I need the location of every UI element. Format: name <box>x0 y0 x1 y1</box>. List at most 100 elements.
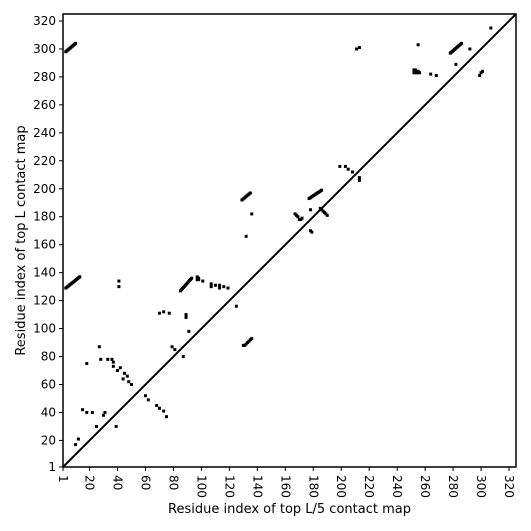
contact-point-series-0 <box>300 216 304 220</box>
y-tick-label: 40 <box>41 405 56 419</box>
contact-point-series-0 <box>184 313 188 317</box>
contact-point-series-0 <box>127 380 131 384</box>
contact-point-series-0 <box>85 410 89 414</box>
contact-point-series-0 <box>106 357 110 361</box>
contact-point-series-0 <box>209 285 213 289</box>
y-tick-label: 120 <box>33 294 56 308</box>
contact-point-series-0 <box>222 285 226 289</box>
contact-point-series-0 <box>244 234 248 238</box>
contact-point-series-0 <box>218 286 222 290</box>
contact-point-series-0 <box>480 69 484 73</box>
contact-point-series-0 <box>209 282 213 286</box>
contact-point-series-0 <box>121 377 125 381</box>
y-tick-label: 280 <box>33 70 56 84</box>
x-axis-ticks: 1 20 40 60 80 100 120 140 160 180 200 220 240 260 280 3… <box>56 467 516 498</box>
y-tick-label: 140 <box>33 266 56 280</box>
x-axis-label: Residue index of top L/5 contact map <box>168 502 411 517</box>
x-tick-label: 300 <box>474 475 488 498</box>
y-axis-ticks: 1204060801001201401601802002202402602803… <box>33 14 63 474</box>
contact-point-series-0 <box>201 279 205 283</box>
x-tick-label: 320 <box>502 475 516 498</box>
contact-point-series-0 <box>310 230 314 234</box>
contact-point-series-0 <box>197 278 201 282</box>
y-tick-label: 20 <box>41 433 56 447</box>
contact-point-series-0 <box>357 176 361 180</box>
contact-point-series-0 <box>117 285 121 289</box>
contact-point-series-0 <box>343 164 347 168</box>
contact-point-series-0 <box>213 283 217 287</box>
contact-point-series-0 <box>296 215 300 219</box>
x-tick-label: 140 <box>250 475 264 498</box>
x-tick-label: 240 <box>390 475 404 498</box>
y-tick-label: 1 <box>48 460 56 474</box>
contact-point-series-0 <box>218 283 222 287</box>
contact-point-series-0 <box>90 410 94 414</box>
contact-point-series-0 <box>416 43 420 47</box>
contact-point-series-0 <box>459 41 463 45</box>
x-tick-label: 200 <box>334 475 348 498</box>
contact-point-series-0 <box>95 424 99 428</box>
y-tick-label: 160 <box>33 238 56 252</box>
y-tick-label: 240 <box>33 126 56 140</box>
contact-point-series-0 <box>114 424 118 428</box>
y-tick-label: 80 <box>41 350 56 364</box>
contact-point-series-0 <box>434 74 438 78</box>
x-tick-label: 160 <box>278 475 292 498</box>
contact-point-series-0 <box>325 213 329 217</box>
contact-point-series-0 <box>454 62 458 66</box>
contact-point-series-0 <box>116 369 120 373</box>
contact-point-series-0 <box>489 26 493 30</box>
contact-point-series-0 <box>187 329 191 333</box>
contact-point-series-0 <box>117 279 121 283</box>
contact-point-series-0 <box>111 360 115 364</box>
plot-frame <box>62 13 517 468</box>
contact-point-series-0 <box>74 41 78 45</box>
contact-point-series-0 <box>350 170 354 174</box>
contact-point-series-0 <box>248 191 252 195</box>
contact-point-series-0 <box>308 208 312 212</box>
x-tick-label: 1 <box>56 475 70 483</box>
contact-point-series-0 <box>123 371 127 375</box>
contact-point-series-0 <box>357 178 361 182</box>
y-tick-label: 220 <box>33 154 56 168</box>
contact-point-series-0 <box>97 345 101 349</box>
contact-point-series-0 <box>78 275 82 279</box>
y-tick-label: 60 <box>41 378 56 392</box>
y-tick-label: 100 <box>33 322 56 336</box>
contact-point-series-1 <box>250 336 254 340</box>
diagonal-line <box>62 13 517 468</box>
x-tick-label: 80 <box>166 475 180 490</box>
contact-point-series-0 <box>130 383 134 387</box>
contact-point-series-0 <box>99 357 103 361</box>
contact-point-series-0 <box>85 362 89 366</box>
contact-point-series-0 <box>146 398 150 402</box>
contact-point-series-0 <box>190 276 194 280</box>
contact-point-series-0 <box>226 286 230 290</box>
y-axis-label: Residue index of top L contact map <box>14 125 29 355</box>
contact-point-series-0 <box>157 406 161 410</box>
contact-point-series-0 <box>320 188 324 192</box>
contact-point-series-0 <box>468 47 472 51</box>
x-tick-label: 180 <box>306 475 320 498</box>
contact-point-series-0 <box>162 409 166 413</box>
contact-point-series-0 <box>111 364 115 368</box>
y-tick-label: 260 <box>33 98 56 112</box>
x-tick-label: 280 <box>446 475 460 498</box>
contact-point-series-0 <box>125 374 129 378</box>
x-tick-label: 120 <box>222 475 236 498</box>
contact-point-series-0 <box>346 167 350 171</box>
x-tick-label: 40 <box>111 475 125 490</box>
contact-point-series-0 <box>173 348 177 352</box>
contact-point-series-0 <box>355 47 359 51</box>
contact-point-series-0 <box>157 311 161 315</box>
x-tick-label: 260 <box>418 475 432 498</box>
x-tick-label: 100 <box>194 475 208 498</box>
contact-point-series-0 <box>103 410 107 414</box>
points-layer <box>64 26 493 447</box>
x-tick-label: 60 <box>138 475 152 490</box>
contact-point-series-1 <box>241 343 245 347</box>
contact-point-series-0 <box>118 366 122 370</box>
contact-point-series-0 <box>357 46 361 50</box>
contact-point-series-0 <box>74 443 78 447</box>
